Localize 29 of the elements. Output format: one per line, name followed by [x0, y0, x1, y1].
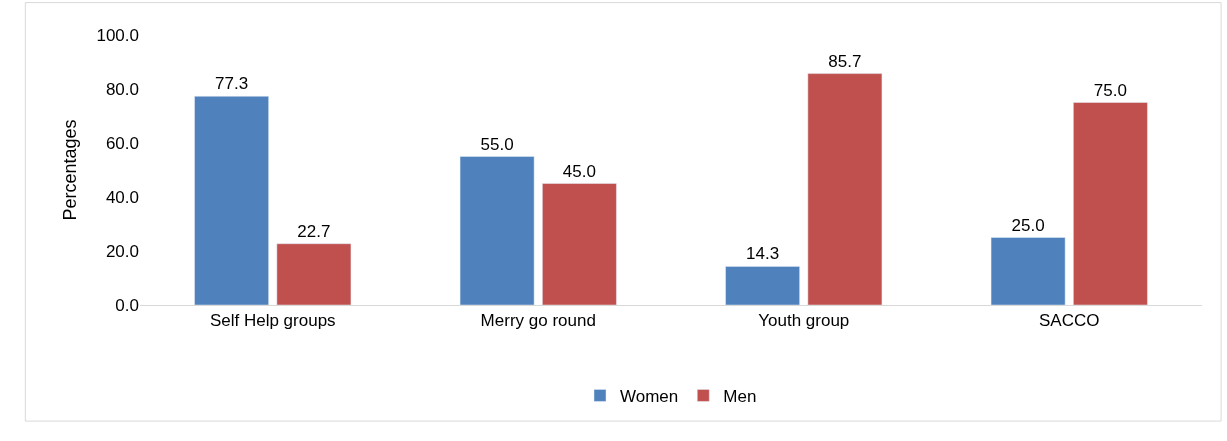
data-label: 77.3: [215, 74, 249, 94]
bar: [194, 96, 269, 305]
data-label: 22.7: [297, 221, 331, 241]
data-label: 75.0: [1093, 80, 1127, 100]
y-tick-label: 40.0: [105, 187, 139, 207]
x-tick-label: Merry go round: [480, 311, 596, 331]
bar: [459, 156, 535, 305]
bar: [807, 73, 883, 305]
data-label: 45.0: [562, 161, 596, 181]
data-label: 25.0: [1011, 215, 1045, 235]
x-tick-label: SACCO: [1039, 311, 1100, 331]
bar: [990, 237, 1066, 305]
y-tick-label: 0.0: [115, 295, 139, 315]
y-tick-label: 20.0: [105, 241, 139, 261]
bar: [1073, 102, 1148, 305]
bar: [542, 183, 617, 305]
data-label: 55.0: [480, 134, 514, 154]
x-tick-label: Youth group: [758, 311, 850, 331]
data-label: 14.3: [746, 244, 780, 264]
bar: [276, 243, 352, 305]
y-axis-title: Percentages: [59, 119, 80, 221]
y-tick-label: 100.0: [96, 25, 139, 45]
legend-label: Women: [620, 387, 679, 407]
data-label: 85.7: [828, 51, 862, 71]
legend-label: Men: [723, 387, 757, 407]
y-tick-label: 80.0: [105, 79, 139, 99]
bar: [725, 266, 800, 305]
x-tick-label: Self Help groups: [209, 311, 336, 331]
y-tick-label: 60.0: [105, 133, 139, 153]
